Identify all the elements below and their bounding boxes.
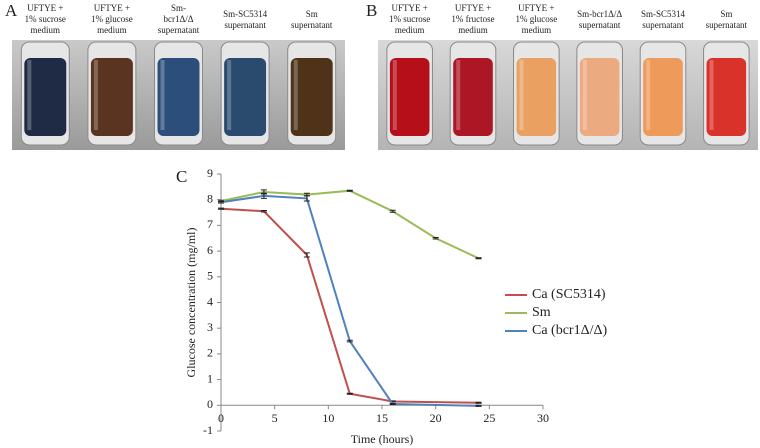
tube-caption: medium	[395, 25, 425, 35]
tube-shine	[519, 60, 524, 130]
y-tick-label: 5	[207, 269, 213, 283]
y-tick-label: 4	[207, 294, 213, 308]
photo	[378, 40, 758, 150]
tube-caption: 1% sucrose	[25, 14, 66, 24]
tube-liquid	[290, 58, 333, 136]
tube-caption: UFTYE +	[392, 3, 428, 13]
x-tick-label: 25	[483, 411, 495, 425]
y-tick-label: 8	[207, 191, 213, 205]
error-bar	[389, 209, 396, 213]
error-bar	[303, 252, 310, 258]
tube-caption: Sm-	[171, 3, 186, 13]
x-tick-label: 5	[272, 411, 278, 425]
panel-label: A	[5, 1, 18, 20]
error-bar	[260, 192, 267, 199]
y-tick-label: -1	[203, 423, 213, 437]
tube-caption: supernatant	[291, 20, 333, 30]
tube-caption: medium	[97, 25, 127, 35]
x-tick-label: 15	[376, 411, 388, 425]
series-line	[220, 194, 479, 407]
tube-shine	[160, 60, 165, 130]
tube-caption: 1% fructose	[451, 14, 494, 24]
y-axis-label: Glucose concentration (mg/ml)	[184, 228, 198, 378]
tube-liquid	[389, 58, 430, 136]
y-tick-label: 2	[207, 346, 213, 360]
tube-liquid	[579, 58, 620, 136]
tube-shine	[456, 60, 461, 130]
tube-liquid	[224, 58, 267, 136]
tube-caption: medium	[522, 25, 552, 35]
error-bar	[346, 189, 353, 192]
tube-caption: supernatant	[706, 20, 748, 30]
tube-caption: bcr1Δ/Δ	[163, 14, 193, 24]
tube-caption: supernatant	[642, 20, 684, 30]
legend-label: Ca (SC5314)	[532, 287, 606, 302]
error-bar	[218, 200, 224, 204]
tube-caption: Sm-bcr1Δ/Δ	[577, 9, 622, 19]
tube-liquid	[24, 58, 67, 136]
tube-caption: 1% glucose	[91, 14, 133, 24]
tube-shine	[227, 60, 232, 130]
error-bar	[303, 195, 310, 202]
tube-caption: medium	[31, 25, 61, 35]
tube-caption: Sm-SC5314	[223, 9, 268, 19]
y-tick-label: 9	[207, 166, 213, 180]
panel-label: B	[366, 1, 377, 20]
error-bar	[475, 401, 482, 404]
x-tick-label: 10	[322, 411, 334, 425]
tube-caption: supernatant	[158, 25, 200, 35]
tube-liquid	[453, 58, 493, 136]
tube-shine	[392, 60, 397, 130]
tube-shine	[646, 60, 651, 130]
x-tick-label: 20	[430, 411, 442, 425]
tube-caption: UFTYE +	[27, 3, 63, 13]
y-tick-label: 6	[207, 243, 213, 257]
tube-caption: 1% sucrose	[389, 14, 430, 24]
error-bar	[475, 404, 482, 407]
tube-liquid	[90, 58, 133, 136]
error-bar	[260, 209, 267, 213]
legend-label: Ca (bcr1Δ/Δ)	[532, 323, 607, 338]
tube-caption: Sm	[720, 9, 732, 19]
panel-label: C	[176, 167, 187, 186]
series-line	[220, 189, 480, 260]
error-bar	[432, 236, 439, 240]
tube-shine	[27, 60, 32, 130]
tube-liquid	[157, 58, 200, 136]
tube-shine	[93, 60, 98, 130]
tube-caption: medium	[458, 25, 488, 35]
tube-caption: UFTYE +	[94, 3, 130, 13]
error-bar	[218, 207, 224, 210]
error-bar	[346, 339, 353, 343]
tube-liquid	[643, 58, 683, 136]
tube-liquid	[516, 58, 557, 136]
x-tick-label: 0	[218, 411, 224, 425]
tube-caption: UFTYE +	[518, 3, 554, 13]
y-tick-label: 0	[207, 397, 213, 411]
tube-caption: UFTYE +	[455, 3, 491, 13]
y-tick-label: 7	[207, 217, 213, 231]
x-axis-label: Time (hours)	[351, 432, 414, 446]
series-line	[220, 207, 479, 404]
tube-caption: Sm	[306, 9, 318, 19]
error-bar	[389, 403, 396, 406]
tube-caption: Sm-SC5314	[641, 9, 686, 19]
legend-label: Sm	[532, 305, 551, 320]
tube-shine	[293, 60, 298, 130]
y-tick-label: 3	[207, 320, 213, 334]
tube-liquid	[706, 58, 747, 136]
tube-shine	[709, 60, 714, 130]
tube-shine	[582, 60, 587, 130]
tube-caption: 1% glucose	[515, 14, 557, 24]
tube-caption: supernatant	[579, 20, 621, 30]
y-tick-label: 1	[207, 371, 213, 385]
error-bar	[346, 392, 353, 395]
error-bar	[475, 257, 482, 260]
tube-caption: supernatant	[224, 20, 266, 30]
x-tick-label: 30	[537, 411, 549, 425]
